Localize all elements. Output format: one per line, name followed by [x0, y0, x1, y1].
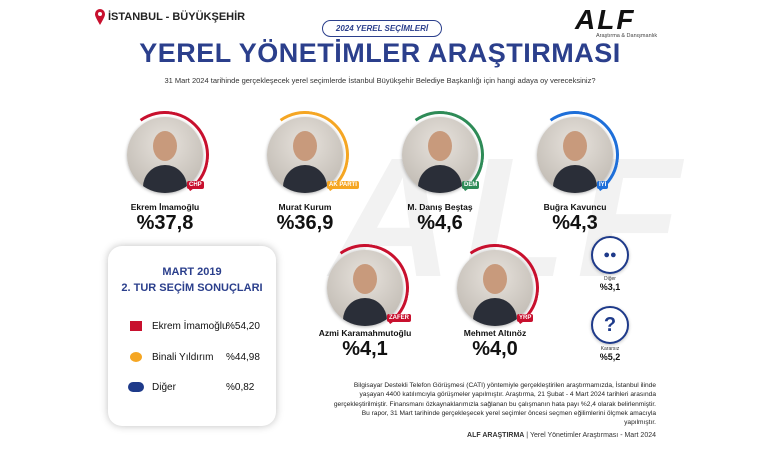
other-name: Kararsız: [600, 346, 620, 352]
party-logo: DEM: [462, 181, 480, 189]
candidate-photo: [402, 117, 478, 193]
footer-brand: ALF ARAŞTIRMA: [467, 432, 525, 439]
other-name: Diğer: [604, 276, 616, 282]
candidate-name: Mehmet Altınöz: [463, 328, 527, 338]
candidate-photo: [537, 117, 613, 193]
candidate-name: Buğra Kavuncu: [543, 202, 607, 212]
party-logo: İYİ: [597, 181, 609, 189]
candidate-name: M. Danış Beştaş: [407, 202, 473, 212]
past-results-box: MART 2019 2. TUR SEÇİM SONUÇLARI Ekrem İ…: [108, 246, 276, 426]
row-name: Binali Yıldırım: [152, 352, 214, 363]
logo-subtitle: Araştırma & Danışmanlık: [596, 33, 658, 39]
candidate-photo: [327, 250, 403, 326]
box-title: MART 2019: [162, 266, 222, 278]
candidate-name: Murat Kurum: [278, 202, 332, 212]
party-logo: YRP: [517, 314, 534, 322]
other-result: %3,1: [599, 282, 621, 292]
party-logo: ZAFER: [387, 314, 411, 322]
party-logo: CHP: [187, 181, 204, 189]
akp-logo: [130, 352, 142, 362]
box-subtitle: 2. TUR SEÇİM SONUÇLARI: [121, 282, 263, 294]
footer: ALF ARAŞTIRMA | Yerel Yönetimler Araştır…: [467, 432, 656, 439]
other-icon: ●●: [591, 236, 629, 274]
pin-icon: [95, 9, 105, 25]
row-name: Diğer: [152, 382, 176, 393]
other-icon: [128, 382, 144, 392]
candidate-result: %36,9: [276, 212, 334, 234]
row-result: %54,20: [226, 321, 260, 332]
candidate-name: Ekrem İmamoğlu: [130, 202, 200, 212]
other-result: %5,2: [599, 352, 621, 362]
candidate-photo: [127, 117, 203, 193]
title: YEREL YÖNETİMLER ARAŞTIRMASI: [139, 38, 621, 68]
badge: 2024 YEREL SEÇİMLERİ: [322, 20, 442, 37]
candidate-result: %4,0: [472, 338, 518, 360]
row-result: %44,98: [226, 352, 260, 363]
candidate-result: %4,1: [342, 338, 388, 360]
methodology: Bilgisayar Destekli Telefon Görüşmesi (C…: [333, 382, 656, 427]
candidate-result: %4,6: [417, 212, 463, 234]
candidate-name: Azmi Karamahmutoğlu: [318, 328, 412, 338]
footer-text: Yerel Yönetimler Araştırması - Mart 2024: [529, 432, 656, 439]
location: İSTANBUL - BÜYÜKŞEHİR: [108, 11, 246, 23]
party-logo: AK PARTİ: [327, 181, 359, 189]
other-icon: ?: [591, 306, 629, 344]
question: 31 Mart 2024 tarihinde gerçekleşecek yer…: [164, 76, 596, 85]
candidate-result: %37,8: [136, 212, 194, 234]
row-result: %0,82: [226, 382, 255, 393]
candidate-photo: [457, 250, 533, 326]
chp-logo: [130, 321, 142, 331]
candidate-result: %4,3: [552, 212, 598, 234]
logo: ALF: [575, 4, 636, 35]
row-name: Ekrem İmamoğlu: [152, 321, 228, 332]
candidate-photo: [267, 117, 343, 193]
